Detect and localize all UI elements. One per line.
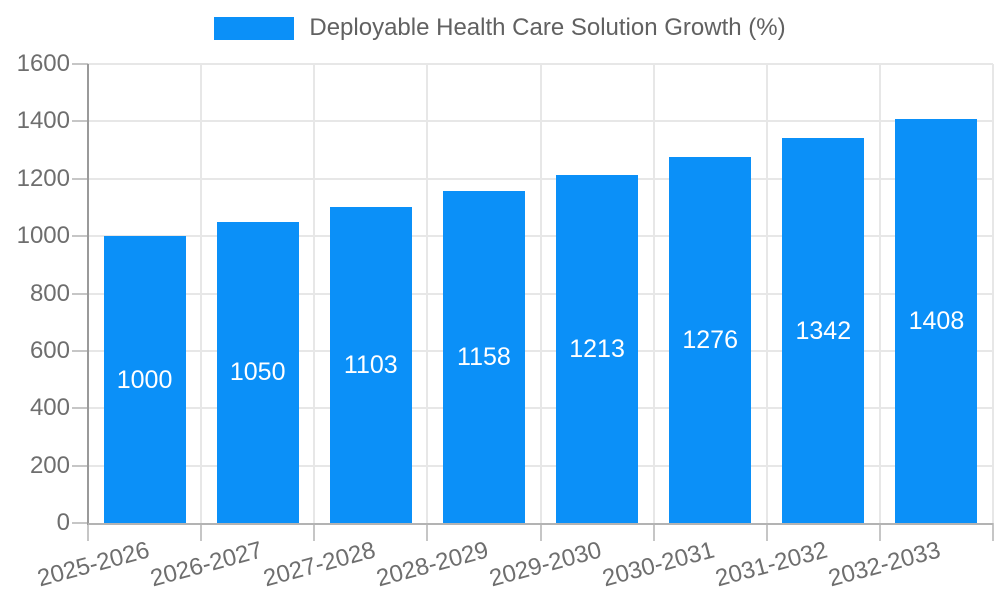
y-tick-mark (72, 177, 88, 180)
bar-value-label: 1342 (795, 316, 852, 345)
y-tick-mark (72, 292, 88, 295)
bar-value-label: 1103 (343, 350, 398, 379)
bar (895, 119, 978, 523)
x-tick-mark (652, 523, 655, 541)
x-gridline (992, 64, 994, 523)
bar (442, 190, 525, 523)
y-tick-label: 0 (56, 509, 70, 536)
y-tick-mark (72, 522, 88, 524)
x-tick-mark (313, 523, 316, 541)
x-tick-mark (765, 523, 768, 541)
x-gridline (765, 64, 768, 523)
x-gridline (652, 64, 655, 523)
y-tick-mark (72, 349, 88, 352)
x-tick-mark (87, 523, 89, 541)
x-gridline (200, 64, 203, 523)
x-tick-mark (539, 523, 542, 541)
bar (669, 156, 752, 523)
y-axis-line (87, 64, 89, 525)
legend-label: Deployable Health Care Solution Growth (… (309, 14, 786, 41)
x-gridline (313, 64, 316, 523)
chart-legend: Deployable Health Care Solution Growth (… (0, 14, 1000, 42)
x-tick-mark (426, 523, 429, 541)
bar (103, 236, 186, 523)
y-tick-label: 1000 (16, 222, 70, 250)
y-tick-label: 1400 (16, 107, 70, 135)
bar-value-label: 1050 (229, 358, 286, 387)
bar (216, 221, 299, 523)
y-tick-mark (72, 407, 88, 410)
bar-value-label: 1000 (116, 365, 173, 394)
x-tick-mark (992, 523, 994, 541)
y-tick-mark (72, 63, 88, 65)
y-tick-label: 1600 (16, 50, 70, 77)
x-gridline (878, 64, 881, 523)
y-tick-mark (72, 235, 88, 238)
y-tick-label: 800 (29, 279, 70, 307)
y-tick-label: 200 (29, 451, 70, 479)
bar-value-label: 1158 (457, 342, 511, 371)
bar (782, 138, 865, 523)
bar-value-label: 1213 (569, 335, 625, 363)
y-tick-label: 400 (29, 394, 70, 422)
x-gridline (426, 64, 429, 523)
bar-value-label: 1276 (682, 325, 738, 354)
bar-value-label: 1408 (908, 307, 965, 336)
y-tick-mark (72, 464, 88, 467)
legend-swatch (214, 16, 295, 40)
y-tick-label: 1200 (16, 164, 70, 192)
x-axis-line (88, 523, 993, 525)
y-tick-label: 600 (29, 336, 70, 364)
y-tick-mark (72, 120, 88, 123)
x-tick-mark (878, 523, 881, 541)
x-gridline (539, 64, 542, 523)
bar (329, 206, 412, 523)
bar (556, 175, 639, 523)
x-tick-mark (200, 523, 203, 541)
